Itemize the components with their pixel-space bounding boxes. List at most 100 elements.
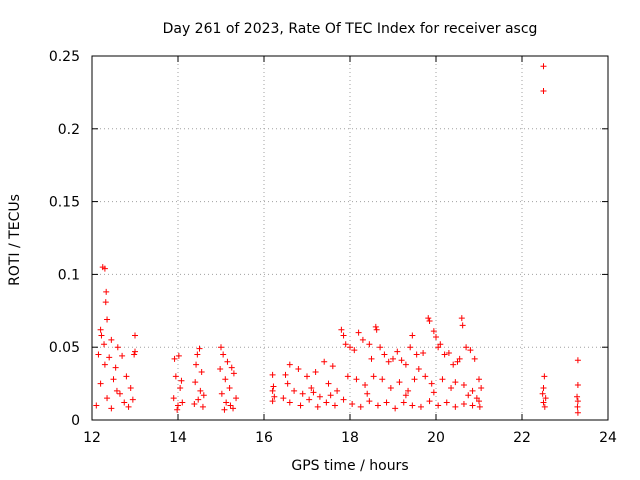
data-point <box>471 355 478 362</box>
data-point <box>398 357 405 364</box>
data-point <box>110 376 117 383</box>
data-point <box>373 326 380 333</box>
data-point <box>542 395 549 402</box>
data-point <box>574 403 581 410</box>
y-tick-label: 0.2 <box>58 122 80 138</box>
data-point <box>310 389 317 396</box>
chart-title: Day 261 of 2023, Rate Of TEC Index for r… <box>163 21 538 37</box>
data-point <box>286 361 293 368</box>
data-point <box>195 396 202 403</box>
data-point <box>226 384 233 391</box>
x-tick-label: 14 <box>169 430 187 446</box>
data-point <box>125 403 132 410</box>
data-point <box>448 384 455 391</box>
y-tick-label: 0 <box>71 413 80 429</box>
data-point <box>541 373 548 380</box>
data-point <box>422 373 429 380</box>
data-point <box>197 387 204 394</box>
data-point <box>178 377 185 384</box>
y-tick-label: 0.25 <box>49 49 80 65</box>
data-point <box>291 387 298 394</box>
data-point <box>540 399 547 406</box>
data-point <box>574 393 581 400</box>
data-point <box>172 373 179 380</box>
data-point <box>196 345 203 352</box>
data-point <box>230 405 237 412</box>
data-point <box>230 370 237 377</box>
data-point <box>435 402 442 409</box>
data-point <box>402 361 409 368</box>
data-point <box>450 361 457 368</box>
data-point <box>357 403 364 410</box>
data-point <box>227 402 234 409</box>
data-point <box>426 317 433 324</box>
data-point <box>463 344 470 351</box>
data-point <box>329 363 336 370</box>
data-point <box>540 384 547 391</box>
data-point <box>420 350 427 357</box>
data-point <box>445 350 452 357</box>
data-point <box>415 366 422 373</box>
data-point <box>372 323 379 330</box>
data-point <box>174 406 181 413</box>
data-point <box>377 344 384 351</box>
data-point <box>218 390 225 397</box>
data-point <box>334 387 341 394</box>
data-point <box>93 402 100 409</box>
data-point <box>460 400 467 407</box>
data-point <box>228 364 235 371</box>
data-point <box>323 399 330 406</box>
data-point <box>175 352 182 359</box>
data-point <box>108 336 115 343</box>
data-point <box>299 390 306 397</box>
y-tick-label: 0.1 <box>58 267 80 283</box>
data-point <box>390 355 396 362</box>
data-point <box>540 87 547 94</box>
data-point <box>405 387 412 394</box>
data-point <box>269 371 276 378</box>
data-point <box>220 351 227 358</box>
data-point <box>194 351 201 358</box>
data-point <box>428 380 435 387</box>
data-point <box>222 376 229 383</box>
data-point <box>282 371 289 378</box>
data-point <box>340 396 347 403</box>
data-point <box>304 373 310 380</box>
data-point <box>171 355 178 362</box>
x-axis-label: GPS time / hours <box>291 458 408 474</box>
data-point <box>368 355 375 362</box>
data-point <box>198 368 205 375</box>
data-point <box>104 395 111 402</box>
x-tick-label: 22 <box>513 430 531 446</box>
data-point <box>132 332 138 339</box>
data-point <box>286 399 293 406</box>
data-point <box>132 348 138 355</box>
data-point <box>101 341 108 348</box>
data-point <box>366 398 373 405</box>
data-point <box>129 396 136 403</box>
data-point <box>347 344 353 351</box>
data-point <box>465 392 472 399</box>
data-point <box>574 382 581 389</box>
data-point <box>443 399 450 406</box>
data-point <box>331 402 338 409</box>
data-point <box>221 406 228 413</box>
data-point <box>108 405 115 412</box>
data-point <box>540 63 547 70</box>
data-point <box>349 400 356 407</box>
data-point <box>476 398 482 405</box>
data-point <box>200 392 207 399</box>
data-point <box>392 405 399 412</box>
data-point <box>104 316 111 323</box>
data-point <box>314 403 321 410</box>
data-point <box>280 395 287 402</box>
data-point <box>469 387 476 394</box>
data-point <box>383 399 390 406</box>
data-point <box>458 315 465 322</box>
data-point <box>95 351 102 358</box>
data-point <box>574 409 581 416</box>
data-point <box>97 326 104 333</box>
data-point <box>409 332 416 339</box>
x-tick-label: 16 <box>255 430 273 446</box>
